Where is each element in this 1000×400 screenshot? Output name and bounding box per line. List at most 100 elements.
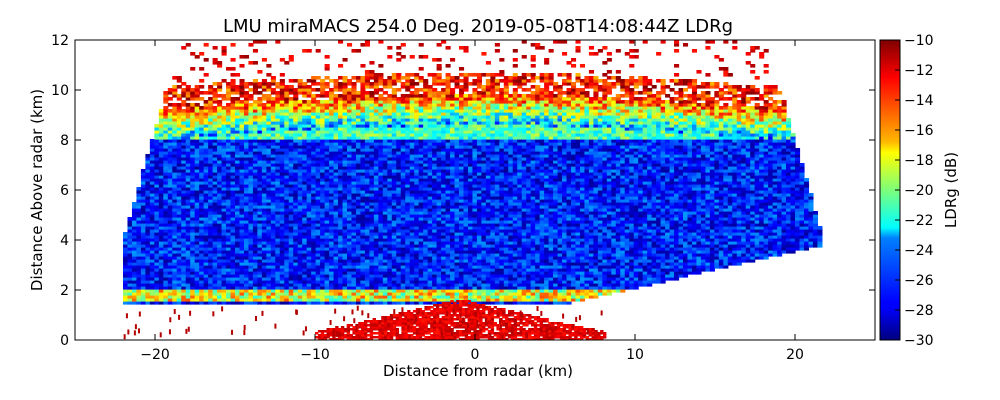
- radar-cell: [163, 202, 169, 206]
- radar-cell: [221, 145, 227, 149]
- radar-cell: [320, 100, 326, 104]
- radar-cell: [203, 184, 209, 188]
- radar-cell: [235, 172, 241, 176]
- radar-cell: [208, 127, 214, 131]
- radar-cell: [176, 250, 182, 254]
- radar-cell: [158, 283, 164, 287]
- radar-cell: [396, 58, 402, 62]
- radar-cell: [127, 271, 133, 275]
- radar-cell: [199, 205, 205, 209]
- radar-cell: [145, 202, 151, 206]
- radar-cell: [131, 271, 138, 275]
- radar-cell: [127, 283, 133, 287]
- radar-cell: [131, 277, 138, 281]
- radar-cell: [212, 157, 218, 161]
- radar-cell: [212, 220, 218, 224]
- radar-cell: [230, 154, 236, 158]
- radar-cell: [221, 190, 227, 194]
- radar-cell: [208, 190, 214, 194]
- radar-cell: [149, 259, 155, 263]
- radar-cell: [154, 235, 160, 239]
- radar-cell: [427, 73, 433, 77]
- radar-cell: [217, 298, 223, 302]
- radar-cell: [373, 73, 379, 77]
- radar-cell: [163, 163, 169, 167]
- radar-cell: [185, 94, 191, 98]
- radar-cell: [131, 241, 138, 245]
- radar-cell: [190, 163, 196, 167]
- radar-cell: [172, 259, 178, 263]
- radar-cell: [288, 97, 294, 101]
- radar-cell: [230, 166, 236, 170]
- radar-cell: [158, 199, 164, 203]
- radar-cell: [167, 262, 173, 266]
- radar-cell: [230, 115, 236, 119]
- radar-cell: [176, 265, 182, 269]
- radar-cell: [208, 160, 214, 164]
- radar-cell: [221, 277, 227, 281]
- radar-cell: [364, 91, 370, 95]
- radar-cell: [199, 196, 205, 200]
- radar-cell: [127, 301, 133, 305]
- radar-cell: [230, 259, 236, 263]
- radar-cell: [199, 286, 205, 290]
- radar-cell: [208, 265, 214, 269]
- radar-cell: [149, 295, 155, 299]
- radar-cell: [409, 91, 415, 95]
- radar-cell: [311, 94, 317, 98]
- radar-cell: [172, 115, 178, 119]
- radar-cell: [167, 295, 173, 299]
- radar-cell: [136, 277, 142, 281]
- radar-cell: [176, 253, 182, 257]
- radar-cell: [131, 211, 138, 215]
- radar-cell: [167, 202, 173, 206]
- radar-cell: [190, 115, 196, 119]
- radar-cell: [127, 253, 133, 257]
- radar-cell: [221, 286, 227, 290]
- radar-cell: [208, 88, 214, 92]
- radar-cell: [131, 223, 138, 227]
- radar-cell: [409, 55, 415, 59]
- radar-cell: [181, 115, 187, 119]
- radar-cell: [145, 286, 151, 290]
- radar-cell: [364, 70, 370, 74]
- radar-cell: [167, 91, 173, 95]
- radar-cell: [190, 196, 196, 200]
- radar-cell: [199, 154, 205, 158]
- radar-cell: [217, 133, 223, 137]
- radar-cell: [212, 283, 218, 287]
- radar-cell: [190, 178, 196, 182]
- radar-cell: [203, 100, 209, 104]
- radar-cell: [181, 274, 187, 278]
- radar-cell: [149, 160, 155, 164]
- radar-cell: [194, 94, 200, 98]
- radar-cell: [181, 118, 187, 122]
- radar-cell: [163, 292, 169, 296]
- radar-cell: [217, 244, 223, 248]
- radar-cell: [190, 271, 196, 275]
- radar-cell: [338, 40, 344, 44]
- radar-cell: [154, 223, 160, 227]
- radar-cell: [172, 133, 178, 137]
- radar-cell: [378, 94, 384, 98]
- radar-cell: [226, 181, 232, 185]
- radar-cell: [199, 136, 205, 140]
- radar-cell: [203, 109, 209, 113]
- radar-cell: [391, 73, 397, 77]
- radar-cell: [199, 109, 205, 113]
- radar-cell: [158, 118, 164, 122]
- radar-cell: [324, 82, 330, 86]
- radar-cell: [172, 196, 178, 200]
- radar-cell: [140, 238, 146, 242]
- radar-cell: [181, 292, 187, 296]
- radar-cell: [311, 76, 317, 80]
- radar-cell: [190, 124, 196, 128]
- radar-cell: [136, 193, 142, 197]
- radar-cell: [145, 160, 151, 164]
- radar-cell: [163, 166, 169, 170]
- radar-cell: [208, 85, 214, 89]
- radar-cell: [127, 268, 133, 272]
- radar-cell: [190, 229, 196, 233]
- radar-cell: [190, 199, 196, 203]
- radar-cell: [154, 169, 160, 173]
